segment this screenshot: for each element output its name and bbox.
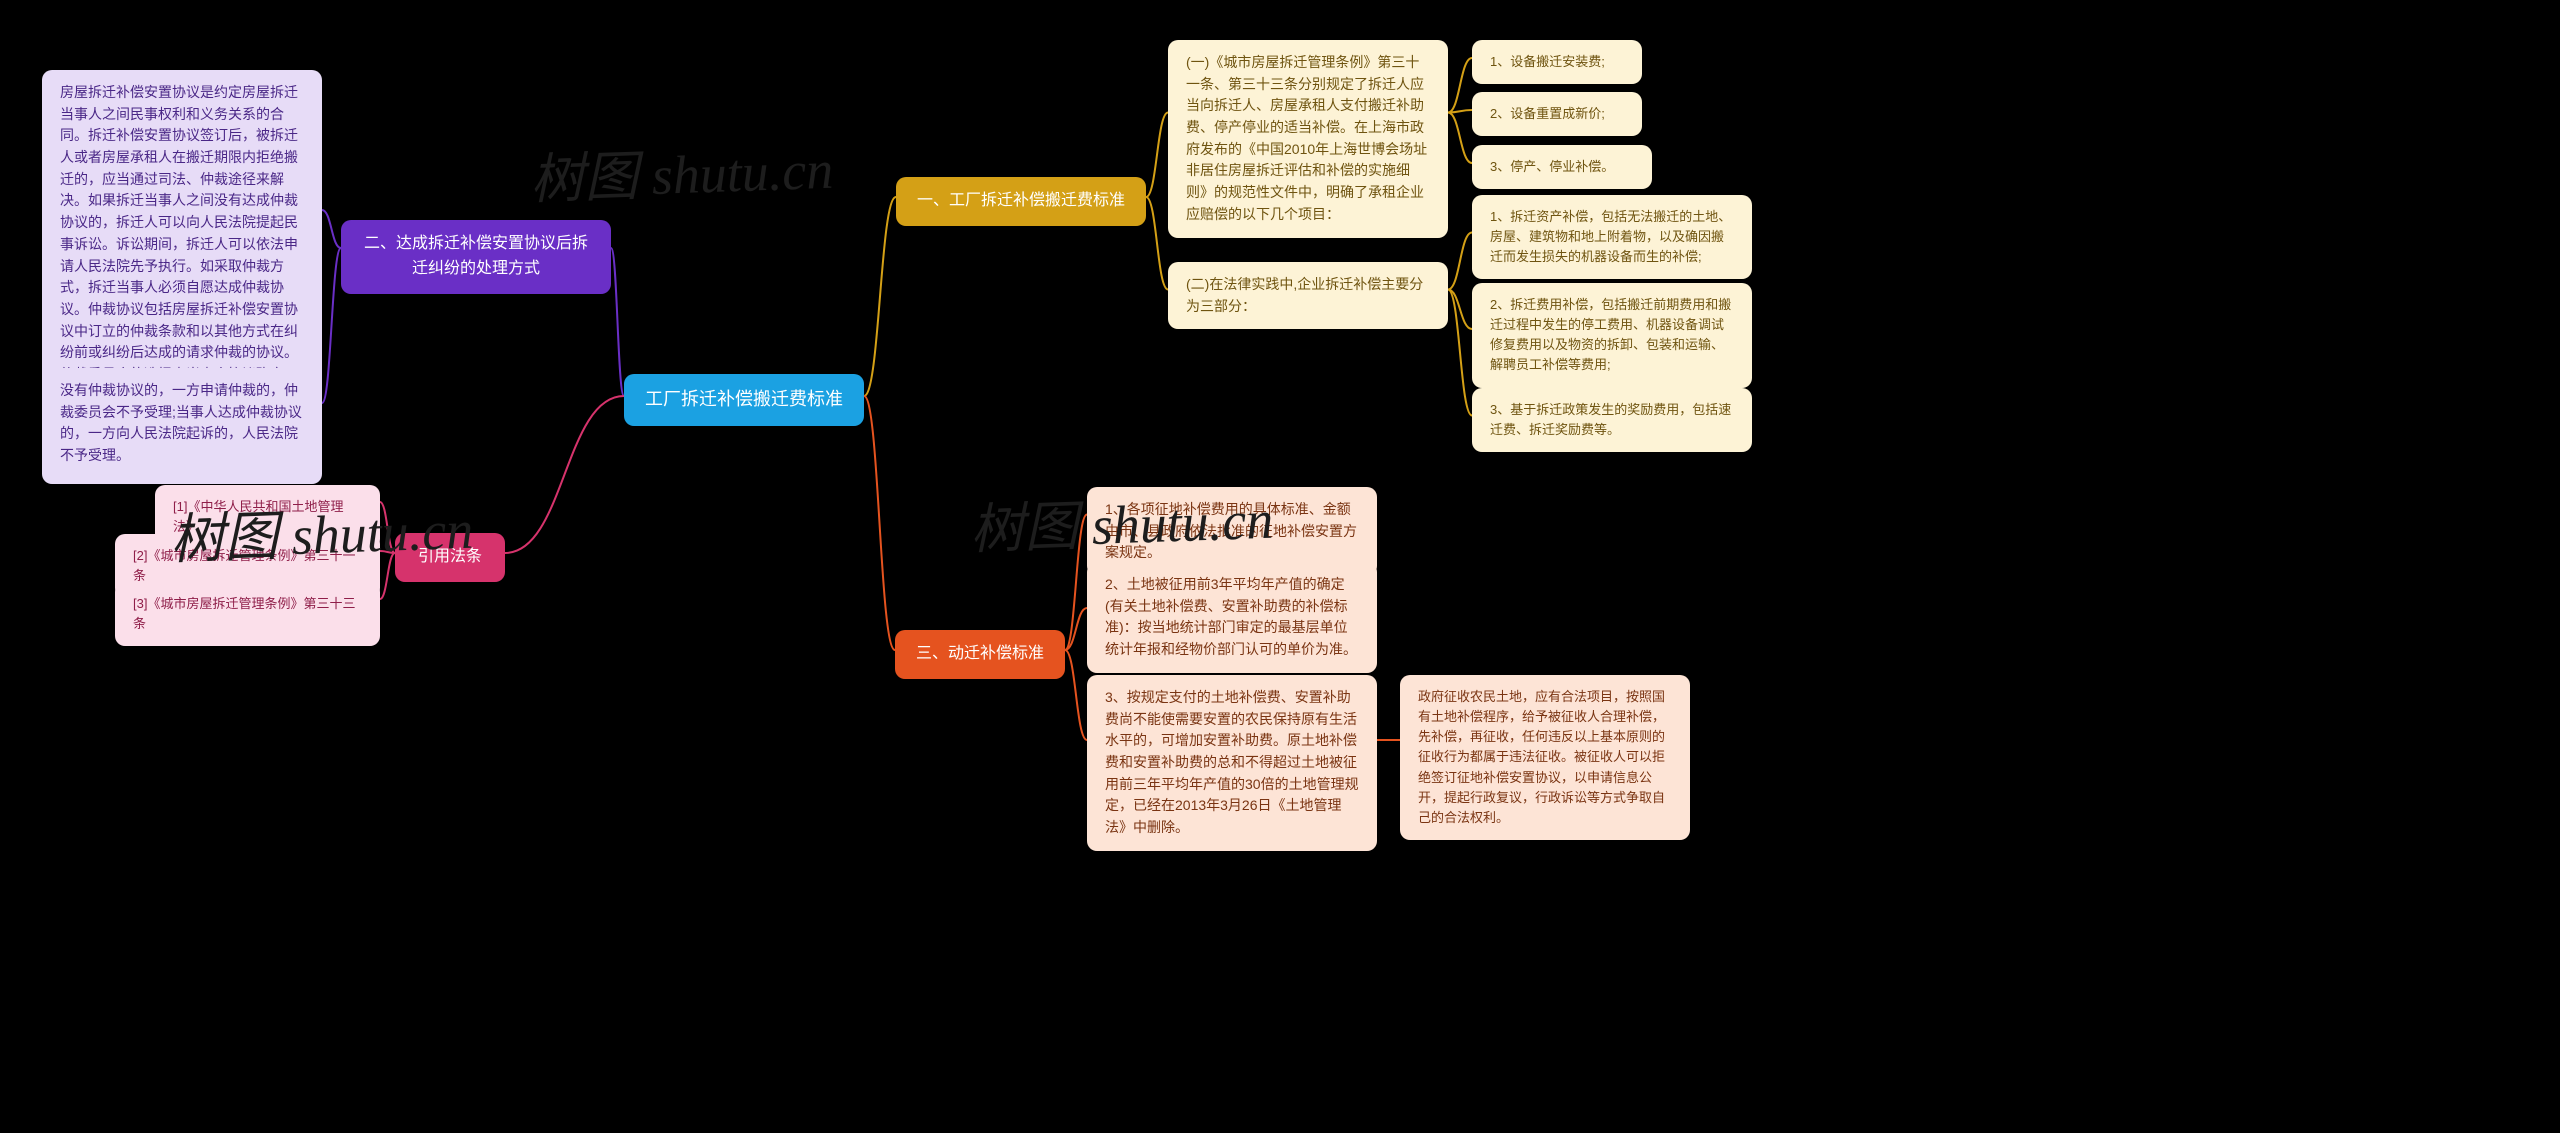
- edge-a-a2: [1146, 197, 1168, 290]
- edge-r-c: [611, 248, 624, 396]
- edge-b-b1: [1065, 515, 1087, 651]
- edge-c-c2: [322, 248, 341, 403]
- edge-a-a1: [1146, 113, 1168, 198]
- node-a2[interactable]: (二)在法律实践中,企业拆迁补偿主要分为三部分：: [1168, 262, 1448, 329]
- edge-a2-a2b: [1448, 290, 1472, 330]
- edge-r-b: [864, 396, 895, 650]
- node-a[interactable]: 一、工厂拆迁补偿搬迁费标准: [896, 177, 1146, 226]
- node-d[interactable]: 引用法条: [395, 533, 505, 582]
- edge-a1-a1a: [1448, 58, 1472, 113]
- node-b[interactable]: 三、动迁补偿标准: [895, 630, 1065, 679]
- edge-d-d2: [380, 551, 395, 553]
- watermark: 树图 shutu.cn: [529, 125, 835, 215]
- edge-a1-a1b: [1448, 110, 1472, 113]
- node-b3a[interactable]: 政府征收农民土地，应有合法项目，按照国有土地补偿程序，给予被征收人合理补偿，先补…: [1400, 675, 1690, 840]
- root-node[interactable]: 工厂拆迁补偿搬迁费标准: [624, 374, 864, 426]
- node-d3[interactable]: [3]《城市房屋拆迁管理条例》第三十三条: [115, 582, 380, 646]
- edge-a1-a1c: [1448, 113, 1472, 164]
- edge-c-c1: [322, 210, 341, 248]
- node-a1b[interactable]: 2、设备重置成新价;: [1472, 92, 1642, 136]
- edge-r-a: [864, 197, 896, 396]
- node-a1[interactable]: (一)《城市房屋拆迁管理条例》第三十一条、第三十三条分别规定了拆迁人应当向拆迁人…: [1168, 40, 1448, 238]
- node-a2c[interactable]: 3、基于拆迁政策发生的奖励费用，包括速迁费、拆迁奖励费等。: [1472, 388, 1752, 452]
- node-a1a[interactable]: 1、设备搬迁安装费;: [1472, 40, 1642, 84]
- edge-d-d3: [380, 553, 395, 599]
- node-b3[interactable]: 3、按规定支付的土地补偿费、安置补助费尚不能使需要安置的农民保持原有生活水平的，…: [1087, 675, 1377, 851]
- node-a1c[interactable]: 3、停产、停业补偿。: [1472, 145, 1652, 189]
- node-a2b[interactable]: 2、拆迁费用补偿，包括搬迁前期费用和搬迁过程中发生的停工费用、机器设备调试修复费…: [1472, 283, 1752, 388]
- edge-b-b3: [1065, 650, 1087, 740]
- node-c2[interactable]: 没有仲裁协议的，一方申请仲裁的，仲裁委员会不予受理;当事人达成仲裁协议的，一方向…: [42, 368, 322, 479]
- edge-a2-a2a: [1448, 233, 1472, 290]
- node-c[interactable]: 二、达成拆迁补偿安置协议后拆迁纠纷的处理方式: [341, 220, 611, 294]
- edge-d-d1: [380, 502, 395, 553]
- edge-a2-a2c: [1448, 290, 1472, 416]
- node-b2[interactable]: 2、土地被征用前3年平均年产值的确定(有关土地补偿费、安置补助费的补偿标准)：按…: [1087, 562, 1377, 673]
- edge-b-b2: [1065, 608, 1087, 650]
- edge-r-d: [505, 396, 624, 553]
- node-a2a[interactable]: 1、拆迁资产补偿，包括无法搬迁的土地、房屋、建筑物和地上附着物，以及确因搬迁而发…: [1472, 195, 1752, 279]
